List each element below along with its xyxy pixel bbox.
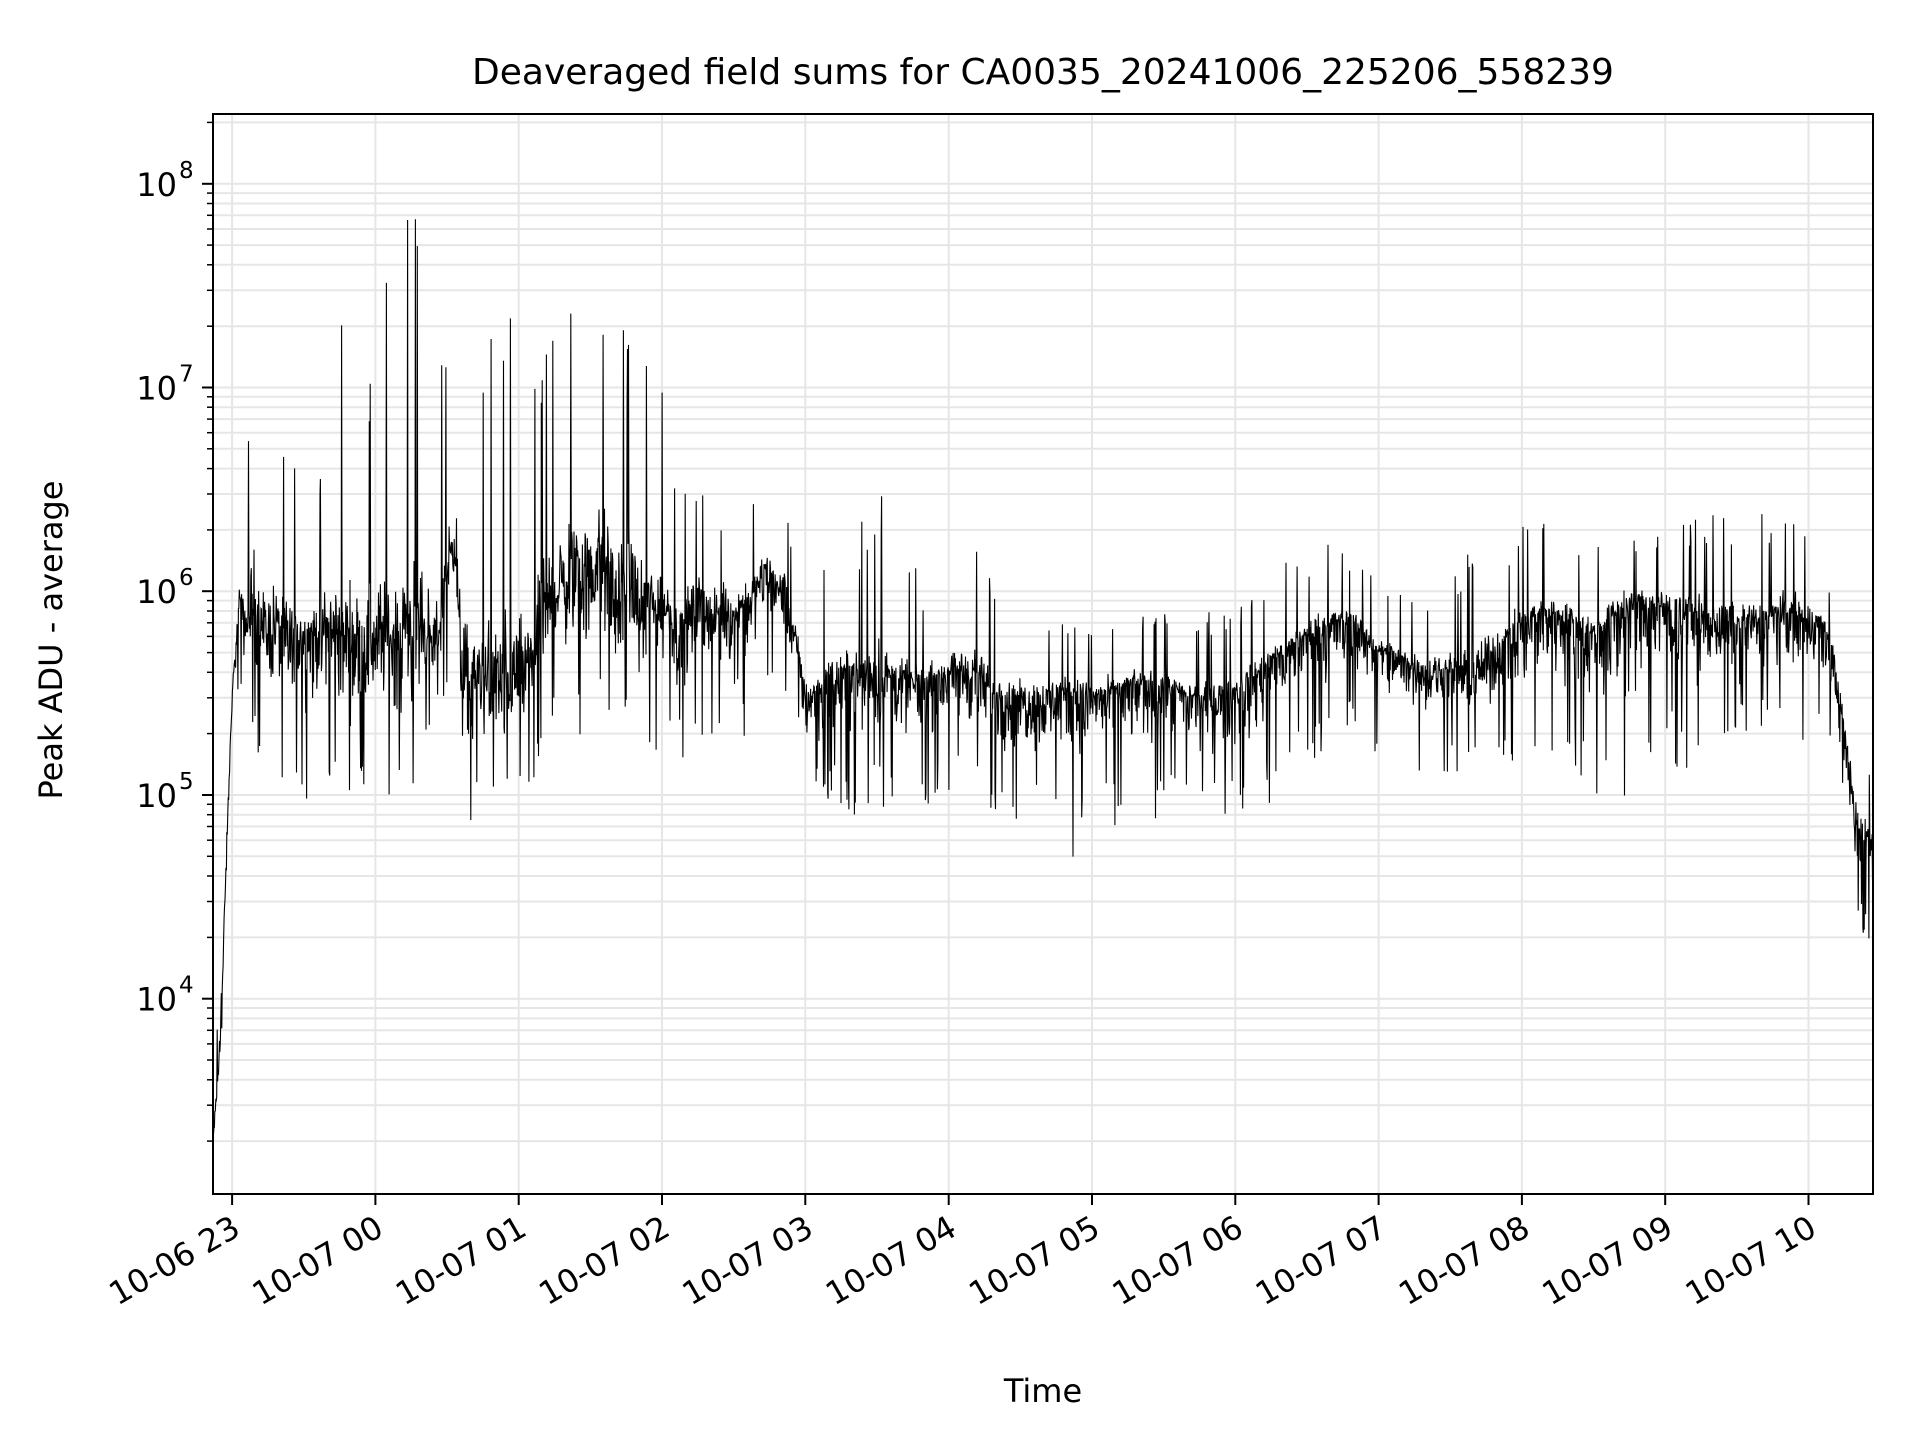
y-tick-label-exponent: 5 — [179, 769, 194, 795]
y-tick-label: 10 — [136, 981, 177, 1019]
y-tick-label-exponent: 7 — [179, 362, 194, 388]
y-tick-label: 10 — [136, 777, 177, 815]
series-line — [212, 219, 1874, 1141]
y-tick-label: 10 — [136, 166, 177, 204]
y-tick-label: 10 — [136, 370, 177, 408]
y-tick-label: 10 — [136, 573, 177, 611]
chart-title: Deaveraged field sums for CA0035_2024100… — [472, 52, 1614, 93]
x-axis-label: Time — [1003, 1372, 1082, 1410]
y-tick-label-exponent: 4 — [179, 973, 194, 999]
y-tick-label-exponent: 6 — [179, 565, 194, 591]
y-axis-label: Peak ADU - average — [32, 481, 70, 800]
plot-frame — [212, 113, 1874, 1195]
y-tick-label-exponent: 8 — [179, 158, 194, 184]
data-layer — [212, 219, 1874, 1141]
